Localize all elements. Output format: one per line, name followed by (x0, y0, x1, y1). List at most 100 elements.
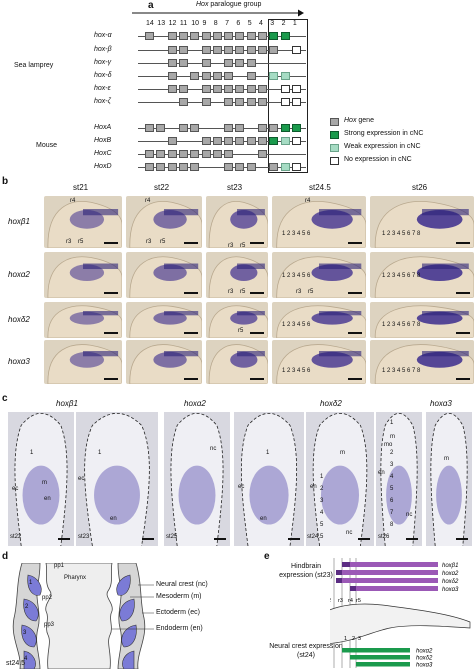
scale-bar (214, 538, 226, 540)
gene-row-label: hox-ζ (94, 98, 111, 105)
section-arch-number: 1 (320, 474, 324, 480)
hox-gene-box (212, 32, 222, 40)
section-arch-number: 1 (266, 450, 270, 456)
section-outline (14, 412, 68, 546)
gene-row-label: hox-α (94, 32, 112, 39)
rhombomere-label: r4 (348, 598, 353, 604)
section-image (8, 412, 74, 546)
strong-expression-box (269, 137, 279, 145)
hox-gene-box (167, 59, 177, 67)
arch-label: 3 (358, 636, 361, 642)
stage-label: st23 (227, 183, 243, 192)
hox-gene-box (246, 163, 256, 171)
hindbrain-bar-dark (350, 586, 356, 591)
label-en: en (260, 516, 267, 522)
legend-weak-text: Weak expression in cNC (344, 143, 421, 150)
nc-expression-bar (342, 648, 410, 653)
hox-gene-box (224, 85, 234, 93)
hox-gene-box (258, 85, 267, 93)
section-stage-label: st26 (378, 534, 390, 540)
section-gene-title: hoxβ1 (56, 399, 78, 408)
in-situ-image (126, 196, 202, 248)
hindbrain-bar (336, 578, 438, 583)
hox-gene-box (258, 98, 267, 106)
annotation-r5: r5 (160, 239, 166, 245)
in-situ-image (272, 340, 366, 384)
panel-d-label: d (2, 551, 9, 562)
section-outline (430, 412, 468, 546)
section-arch-number: 7 (390, 510, 394, 516)
hox-gene-box (269, 163, 279, 171)
hox-gene-box (178, 124, 188, 132)
section-image (306, 412, 374, 546)
hox-gene-box (269, 124, 279, 132)
label-m: m (444, 456, 449, 462)
legend-strong-swatch (330, 131, 339, 139)
panel-b-label: b (2, 176, 9, 187)
hox-gene-box (167, 46, 177, 54)
hox-gene-box (190, 150, 200, 158)
gene-row-label: hox-ε (94, 85, 111, 92)
arch-numbers: 1 2 3 4 5 6 (282, 231, 311, 237)
legend-gene-swatch (330, 118, 339, 126)
hindbrain-bar-dark (342, 562, 350, 567)
panel-a-label: a (148, 0, 154, 11)
hox-gene-box (145, 32, 154, 40)
arch-numbers: 1 2 3 4 5 6 (282, 273, 311, 279)
scale-bar (250, 332, 264, 334)
section-image (234, 412, 304, 546)
gene-row-label: hoxɑ2 (8, 270, 30, 279)
annotation-r3: r3 (66, 239, 72, 245)
gene-row-line (138, 167, 306, 168)
paralogue-number: 6 (236, 20, 241, 27)
section-stage-label: st23 (78, 534, 90, 540)
section-arch-number: 8 (390, 522, 394, 528)
section-arch-number: 5 (320, 522, 324, 528)
paralogue-number: 1 (292, 20, 297, 27)
hox-gene-box (258, 124, 267, 132)
hox-gene-box (190, 72, 200, 80)
hindbrain-gene-label: hoxɑ3 (442, 587, 459, 593)
strong-expression-box (291, 124, 301, 132)
in-situ-image (272, 302, 366, 338)
nc-expression-bar (356, 662, 410, 667)
arch-numbers: 1 2 3 4 5 6 (282, 322, 311, 328)
annotation-r5: r5 (240, 289, 246, 295)
gene-row-label: HoxC (94, 150, 112, 157)
no-expression-box (291, 98, 301, 106)
in-situ-image (370, 340, 474, 384)
hox-gene-box (246, 137, 256, 145)
hox-gene-box (190, 163, 200, 171)
hox-gene-box (201, 72, 211, 80)
no-expression-box (280, 98, 290, 106)
hox-gene-box (212, 72, 222, 80)
hox-gene-box (167, 85, 177, 93)
section-gene-title: hoxδ2 (320, 399, 342, 408)
hox-gene-box (178, 163, 188, 171)
hox-gene-box (201, 137, 211, 145)
hox-gene-box (258, 137, 267, 145)
stage-label: st21 (73, 183, 89, 192)
no-expression-box (291, 137, 301, 145)
in-situ-image (126, 302, 202, 338)
paralogue-number: 5 (247, 20, 252, 27)
hindbrain-title: Hindbrain expression (st23) (279, 563, 333, 579)
hox-gene-box (246, 32, 256, 40)
nc-title: Neural crest expression (st24) (269, 643, 343, 659)
label-ec: ec (78, 476, 85, 482)
paralogue-number: 9 (202, 20, 207, 27)
in-situ-image (44, 302, 122, 338)
scale-bar (184, 378, 198, 380)
scale-bar (348, 242, 362, 244)
hox-gene-box (224, 137, 234, 145)
section-image (426, 412, 472, 546)
hox-gene-box (235, 59, 245, 67)
scale-bar (184, 332, 198, 334)
rhombomere-label: r5 (356, 598, 361, 604)
arch-numbers: 1 2 3 4 5 6 (282, 368, 311, 374)
paralogue-number: 3 (270, 20, 275, 27)
in-situ-image (370, 252, 474, 298)
legend-neural-crest: Neural crest (nc) (156, 581, 208, 588)
paralogue-number: 11 (179, 20, 188, 27)
paralogue-number: 2 (281, 20, 286, 27)
